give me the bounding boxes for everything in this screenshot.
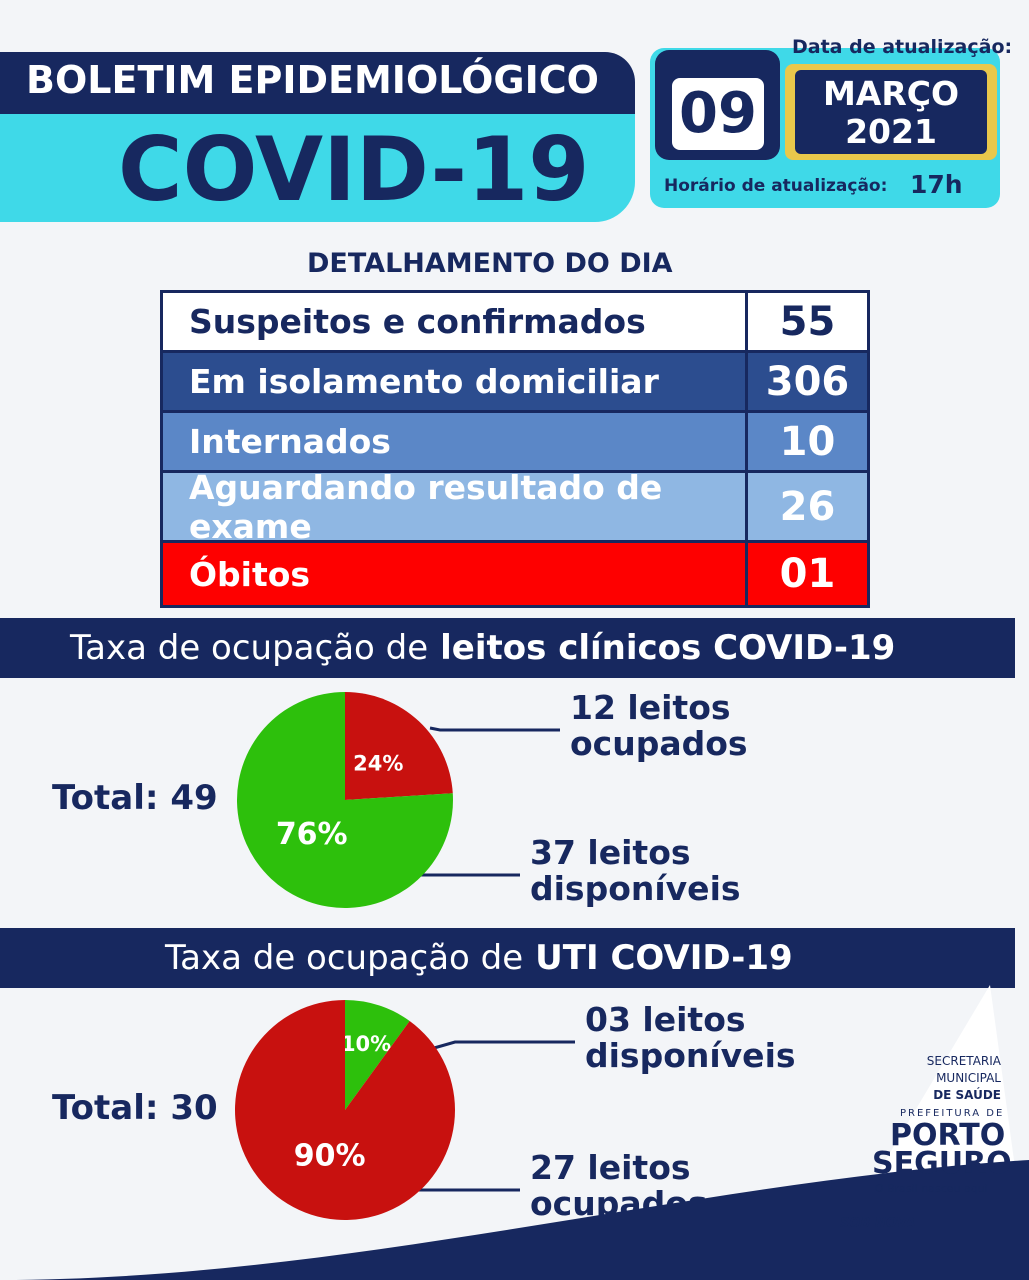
row-label: Suspeitos e confirmados xyxy=(163,293,748,350)
value-label: 24% xyxy=(353,752,403,776)
value-label: 10% xyxy=(341,1032,391,1056)
row-value: 55 xyxy=(779,298,836,345)
row-label: Em isolamento domiciliar xyxy=(163,353,748,410)
pie-slice xyxy=(345,692,453,800)
secretaria-line: SECRETARIA xyxy=(926,1054,1001,1068)
secretaria-line: DE SAÚDE xyxy=(933,1088,1001,1102)
annotation-line: 03 leitos xyxy=(585,1000,746,1039)
table-row: Suspeitos e confirmados 55 xyxy=(160,290,870,353)
annotation-line: disponíveis xyxy=(530,869,741,908)
prefeitura: PREFEITURA DE xyxy=(900,1108,1005,1119)
time-label: Horário de atualização: xyxy=(664,176,888,196)
table-title: DETALHAMENTO DO DIA xyxy=(307,248,673,279)
table-row: Internados 10 xyxy=(160,410,870,473)
row-value: 01 xyxy=(779,551,836,597)
row-value: 10 xyxy=(779,418,836,465)
time: 17h xyxy=(910,170,963,199)
date-label: Data de atualização: xyxy=(792,36,1013,58)
footer-wave xyxy=(0,985,1029,1280)
row-label: Óbitos xyxy=(163,543,748,605)
annotation-line: 12 leitos xyxy=(570,688,731,727)
annotation: 03 leitos disponíveis xyxy=(585,1002,796,1074)
pie-slice xyxy=(237,692,453,908)
section-title-bold: leitos clínicos COVID-19 xyxy=(440,628,896,668)
month-box xyxy=(795,70,987,154)
pie-slice xyxy=(234,1000,455,1220)
pie-chart: 24% 76% xyxy=(237,692,560,908)
annotation-line: ocupados xyxy=(570,724,748,763)
leader-line xyxy=(429,726,560,732)
section-band: Taxa de ocupação de UTI COVID-19 xyxy=(0,928,1015,988)
header-title: BOLETIM EPIDEMIOLÓGICO xyxy=(26,58,599,102)
section-band: Taxa de ocupação de leitos clínicos COVID… xyxy=(0,618,1015,678)
header-title-band xyxy=(0,52,635,114)
section-title: Taxa de ocupação de xyxy=(165,938,524,978)
total: Total: 30 xyxy=(52,1088,218,1128)
section-title: Taxa de ocupação de xyxy=(70,628,429,668)
row-value: 26 xyxy=(779,483,836,530)
seguro: SEGURO xyxy=(872,1146,1012,1181)
table-row: Aguardando resultado de exame 26 xyxy=(160,468,870,546)
slogan: O Brasil nasceu aqui xyxy=(875,1182,988,1195)
footer-band xyxy=(0,1160,1029,1280)
value-label: 90% xyxy=(294,1139,366,1174)
annotation-line: 37 leitos xyxy=(530,833,691,872)
row-label: Internados xyxy=(163,413,748,470)
value-label: 76% xyxy=(276,817,348,852)
sob-nova: SOB NOVA xyxy=(840,1216,916,1231)
pie-slice xyxy=(345,1000,410,1110)
annotation: 37 leitos disponíveis xyxy=(530,835,741,907)
secretaria-line: MUNICIPAL xyxy=(936,1071,1001,1085)
annotation-line: 27 leitos xyxy=(530,1148,691,1187)
header-subtitle: COVID-19 xyxy=(118,118,590,221)
month: MARÇO xyxy=(822,74,960,113)
section-title-bold: UTI COVID-19 xyxy=(535,938,793,978)
row-label: Aguardando resultado de exame xyxy=(163,468,748,546)
porto: PORTO xyxy=(890,1118,1006,1153)
table-row: Óbitos 01 xyxy=(160,540,870,608)
secretaria: SECRETARIA MUNICIPAL DE SAÚDE xyxy=(925,1053,1001,1104)
year: 2021 xyxy=(845,112,937,151)
pie-chart: 10% 90% xyxy=(234,1000,575,1220)
table-row: Em isolamento domiciliar 306 xyxy=(160,350,870,413)
total: Total: 49 xyxy=(52,778,218,818)
row-value: 306 xyxy=(765,358,850,405)
annotation: 12 leitos ocupados xyxy=(570,690,748,762)
annotation-line: disponíveis xyxy=(585,1036,796,1075)
day: 09 xyxy=(672,78,764,150)
